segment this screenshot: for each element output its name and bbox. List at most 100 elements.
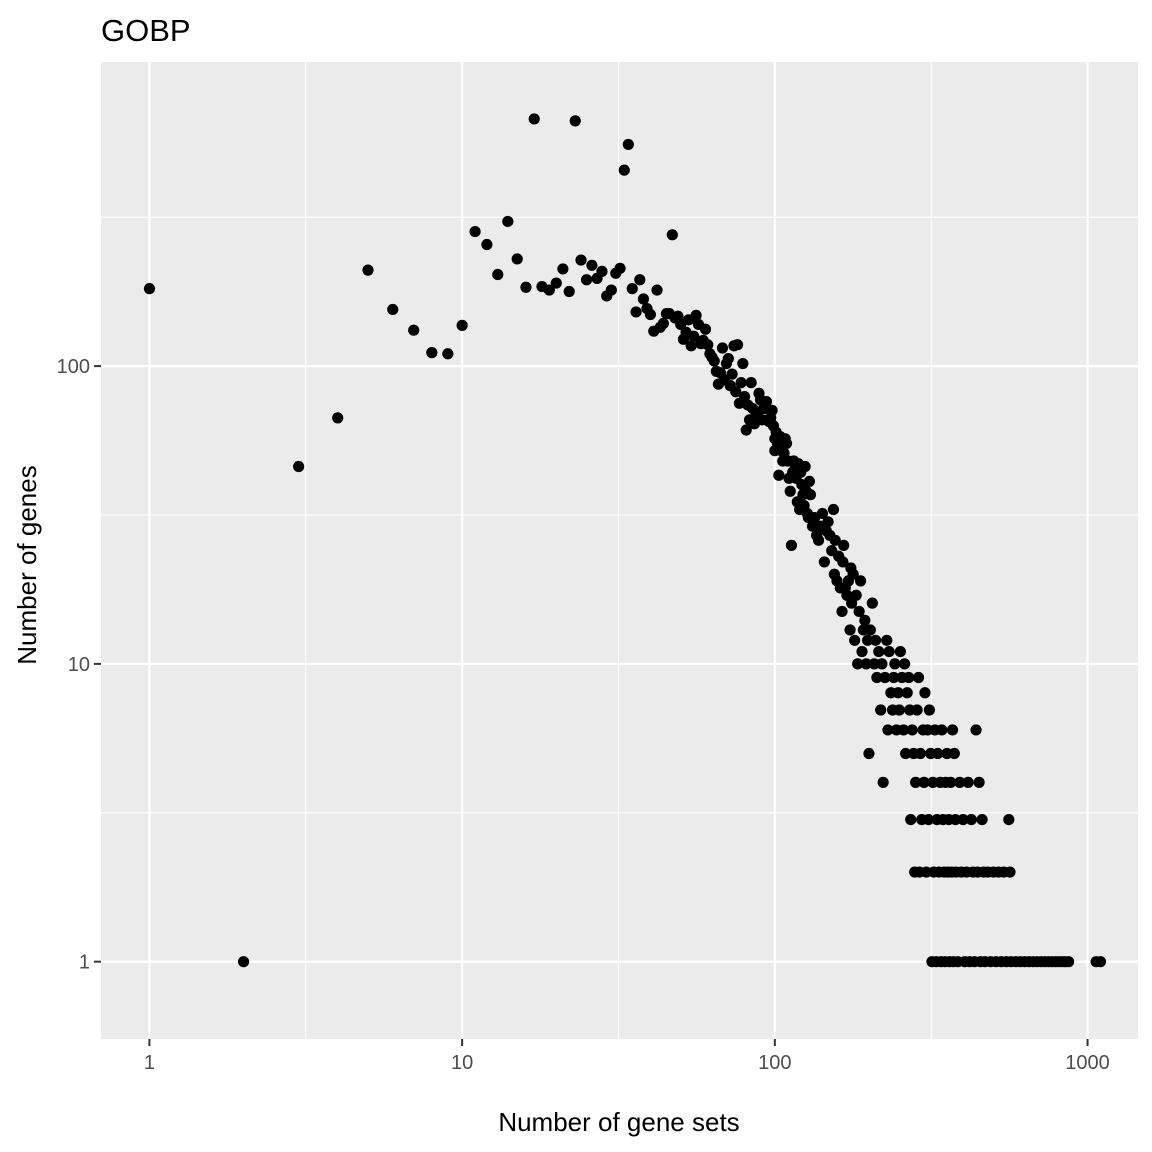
data-point <box>657 317 669 330</box>
data-point <box>563 285 575 298</box>
data-point <box>812 534 825 546</box>
data-point <box>1004 866 1016 878</box>
data-point <box>614 262 626 274</box>
data-point <box>903 671 915 684</box>
data-point <box>766 404 778 416</box>
data-point <box>894 645 906 658</box>
data-point <box>901 687 913 699</box>
data-point <box>836 605 848 618</box>
data-point <box>740 424 752 436</box>
data-point <box>806 520 819 532</box>
data-point <box>869 634 882 646</box>
data-point <box>827 503 840 516</box>
data-points <box>143 113 1107 968</box>
data-point <box>735 377 747 389</box>
data-point <box>862 634 874 646</box>
data-point <box>881 634 893 646</box>
data-point <box>957 814 969 826</box>
data-point <box>575 254 587 266</box>
y-axis-ticks: 1 10 100 <box>57 356 101 974</box>
data-point <box>838 539 850 551</box>
data-point <box>892 687 904 699</box>
data-point <box>722 352 734 365</box>
data-point <box>949 814 962 826</box>
data-point <box>622 138 634 151</box>
data-point <box>237 956 250 968</box>
data-point <box>822 516 834 528</box>
data-point <box>780 437 793 450</box>
data-point <box>716 342 729 354</box>
data-point <box>877 776 889 788</box>
data-point <box>922 814 935 826</box>
data-point <box>897 724 910 736</box>
data-point <box>737 357 749 370</box>
data-point <box>637 293 650 305</box>
data-point <box>738 390 751 403</box>
data-point <box>550 277 562 289</box>
data-point <box>893 704 905 716</box>
data-point <box>332 412 344 424</box>
data-point <box>730 386 742 398</box>
data-point <box>873 645 885 658</box>
data-point <box>708 355 720 367</box>
x-tick-label: 1000 <box>1065 1052 1110 1074</box>
data-point <box>854 575 867 587</box>
data-point <box>651 284 663 296</box>
data-point <box>685 340 697 352</box>
data-point <box>469 225 481 238</box>
data-point <box>888 671 900 684</box>
data-point <box>804 489 817 501</box>
data-point <box>618 164 630 176</box>
x-tick-label: 100 <box>758 1052 791 1074</box>
data-point <box>866 597 878 609</box>
data-point <box>863 747 875 760</box>
plot-panel <box>101 62 1138 1039</box>
data-point <box>702 339 714 351</box>
data-point <box>847 568 859 580</box>
data-point <box>785 539 798 551</box>
data-point <box>853 605 865 618</box>
data-point <box>849 634 861 646</box>
data-point <box>1094 956 1107 968</box>
data-point <box>773 469 785 481</box>
data-point <box>456 319 468 331</box>
data-point <box>799 460 811 473</box>
data-point <box>699 323 712 335</box>
data-point <box>852 658 864 670</box>
data-point <box>932 747 944 760</box>
data-point <box>906 724 918 736</box>
data-point <box>976 814 988 826</box>
data-point <box>1003 814 1015 826</box>
data-point <box>818 556 830 568</box>
data-point <box>543 284 555 296</box>
data-point <box>859 614 871 626</box>
y-axis-title: Number of genes <box>12 465 42 664</box>
data-point <box>726 368 738 380</box>
data-point <box>871 671 883 684</box>
data-point <box>946 724 959 736</box>
data-point <box>882 724 894 736</box>
data-point <box>784 485 796 497</box>
data-point <box>900 747 912 760</box>
data-point <box>511 253 523 265</box>
data-point <box>816 507 829 520</box>
chart-title: GOBP <box>101 13 191 48</box>
data-point <box>688 330 700 342</box>
data-point <box>912 671 925 684</box>
data-point <box>879 671 891 684</box>
data-point <box>803 475 816 488</box>
data-point <box>528 113 540 125</box>
data-point <box>569 115 581 127</box>
data-point <box>973 776 985 788</box>
data-point <box>143 283 156 295</box>
data-point <box>481 238 493 251</box>
data-point <box>580 274 593 286</box>
data-point <box>408 324 420 336</box>
data-point <box>911 704 923 716</box>
data-point <box>362 264 374 276</box>
data-point <box>745 377 757 389</box>
data-point <box>970 724 982 736</box>
data-point <box>860 658 872 670</box>
data-point <box>387 303 399 316</box>
